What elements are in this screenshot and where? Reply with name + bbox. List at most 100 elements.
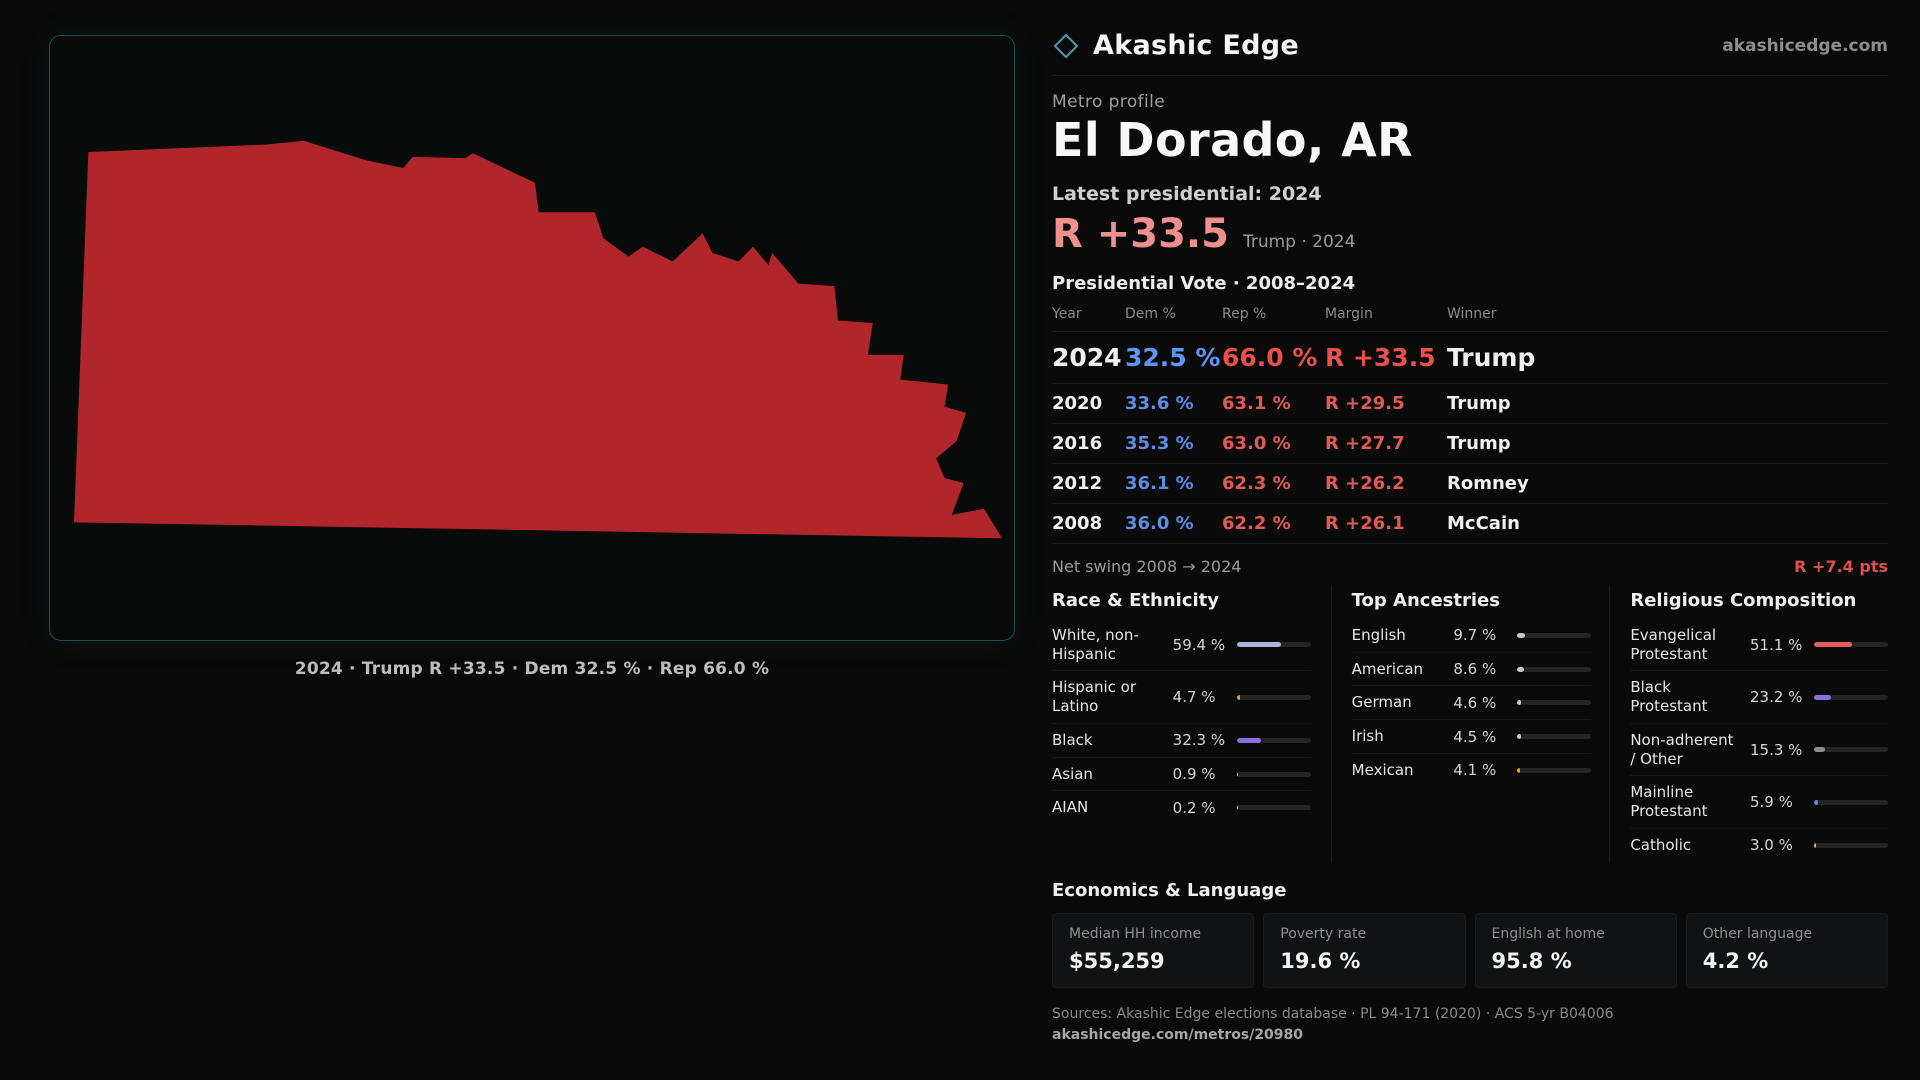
stat-row: Mainline Protestant 5.9 % [1630,776,1888,829]
stat-value: 15.3 % [1749,740,1803,759]
site-link[interactable]: akashicedge.com [1722,35,1888,56]
stat-label: Mexican [1351,760,1414,779]
stat-row: English 9.7 % [1351,619,1592,653]
metro-map-card [49,35,1015,641]
results-table: Year Dem % Rep % Margin Winner 2024 32.5… [1052,294,1888,544]
cell-rep: 62.3 % [1222,472,1291,494]
demographic-panels: Race & Ethnicity White, non-Hispanic 59.… [1052,585,1888,862]
stat-label: Non-adherent / Other [1630,730,1734,768]
stat-bar [1517,632,1592,638]
page-title: El Dorado, AR [1052,113,1413,167]
economics-stats: Median HH income $55,259 Poverty rate 19… [1052,912,1888,988]
net-swing-label: Net swing 2008 → 2024 [1052,556,1242,576]
stat-row: German 4.6 % [1351,686,1592,721]
stat-row: Hispanic or Latino 4.7 % [1052,671,1311,724]
stat-bar [1517,767,1592,773]
col-header-dem: Dem % [1125,305,1176,322]
county-shape [73,140,1003,539]
stat-row: Black 32.3 % [1052,724,1311,758]
cell-dem: 35.3 % [1125,432,1194,454]
stat-value: 51.1 % [1749,635,1803,654]
panel-title: Race & Ethnicity [1052,589,1219,611]
cell-margin: R +26.1 [1325,512,1405,534]
stat-bar [1236,771,1311,777]
cell-winner: Trump [1447,432,1511,454]
table-row: 2024 32.5 % 66.0 % R +33.5 Trump [1052,332,1888,384]
cell-year: 2012 [1052,472,1103,494]
stat-card-label: Other language [1702,925,1813,942]
kicker-label: Metro profile [1052,92,1166,112]
stat-value: 3.0 % [1749,836,1793,855]
stat-row: Black Protestant 23.2 % [1630,671,1888,724]
cell-rep: 62.2 % [1222,512,1291,534]
headline-margin-row: R +33.5 Trump · 2024 [1052,211,1888,257]
stat-bar [1236,805,1311,811]
stat-label: German [1351,693,1412,712]
col-header-rep: Rep % [1222,305,1267,322]
stat-bar [1236,642,1311,648]
cell-rep: 63.1 % [1222,392,1291,414]
brand-name: Akashic Edge [1093,30,1300,61]
cell-margin: R +33.5 [1325,342,1436,372]
cell-dem: 33.6 % [1125,392,1194,414]
stat-label: Black Protestant [1630,678,1708,716]
stat-label: Catholic [1630,835,1692,854]
stat-card-other-language: Other language 4.2 % [1685,912,1888,988]
header-bar: Akashic Edge akashicedge.com [1052,30,1888,76]
cell-margin: R +27.7 [1325,432,1405,454]
stat-card-value: 19.6 % [1280,948,1361,973]
stat-bar [1517,734,1592,740]
stat-label: Hispanic or Latino [1052,678,1137,716]
stat-bar [1517,666,1592,672]
cell-dem: 36.0 % [1125,512,1194,534]
brand: Akashic Edge [1052,30,1299,61]
stat-row: White, non-Hispanic 59.4 % [1052,619,1311,672]
cell-year: 2024 [1052,342,1122,372]
stat-bar [1236,737,1311,743]
stat-bar [1813,642,1888,648]
stat-value: 4.1 % [1453,761,1497,780]
stat-value: 4.5 % [1453,727,1497,746]
stat-row: AIAN 0.2 % [1052,791,1311,824]
panel-title: Top Ancestries [1351,589,1500,611]
latest-presidential-label: Latest presidential: 2024 [1052,182,1322,205]
stat-value: 23.2 % [1749,688,1803,707]
stat-label: White, non-Hispanic [1052,625,1139,663]
col-header-margin: Margin [1325,305,1373,322]
race-ethnicity-panel: Race & Ethnicity White, non-Hispanic 59.… [1052,586,1331,862]
stat-label: Black [1052,730,1093,749]
metro-profile-panel: Akashic Edge akashicedge.com Metro profi… [1052,30,1888,1043]
stat-bar [1813,799,1888,805]
stat-label: English [1351,625,1406,644]
permalink[interactable]: akashicedge.com/metros/20980 [1052,1026,1304,1043]
map-section: 2024 · Trump R +33.5 · Dem 32.5 % · Rep … [49,35,1015,679]
stat-label: Irish [1351,727,1384,746]
cell-winner: Romney [1447,472,1529,494]
stat-value: 59.4 % [1172,635,1226,654]
stat-value: 32.3 % [1172,731,1226,750]
economics-title: Economics & Language [1052,879,1287,901]
net-swing-row: Net swing 2008 → 2024 R +7.4 pts [1052,544,1888,586]
results-table-title: Presidential Vote · 2008–2024 [1052,272,1356,294]
stat-value: 9.7 % [1453,626,1497,645]
cell-year: 2008 [1052,512,1103,534]
stat-bar [1813,842,1888,848]
headline-margin-value: R +33.5 [1052,210,1229,257]
stat-card-median-income: Median HH income $55,259 [1052,912,1255,988]
stat-label: AIAN [1052,798,1089,817]
stat-label: Evangelical Protestant [1630,625,1717,663]
stat-row: Catholic 3.0 % [1630,829,1888,862]
table-row: 2020 33.6 % 63.1 % R +29.5 Trump [1052,384,1888,424]
cell-dem: 36.1 % [1125,472,1194,494]
stat-card-poverty-rate: Poverty rate 19.6 % [1263,912,1466,988]
cell-margin: R +29.5 [1325,392,1405,414]
stat-card-value: 95.8 % [1491,948,1572,973]
table-header-row: Year Dem % Rep % Margin Winner [1052,294,1888,332]
stat-card-label: English at home [1491,925,1605,942]
stat-row: American 8.6 % [1351,653,1592,687]
col-header-winner: Winner [1447,305,1497,322]
table-row: 2008 36.0 % 62.2 % R +26.1 McCain [1052,504,1888,544]
cell-year: 2016 [1052,432,1103,454]
headline-margin-note: Trump · 2024 [1242,231,1356,252]
stat-row: Asian 0.9 % [1052,758,1311,792]
